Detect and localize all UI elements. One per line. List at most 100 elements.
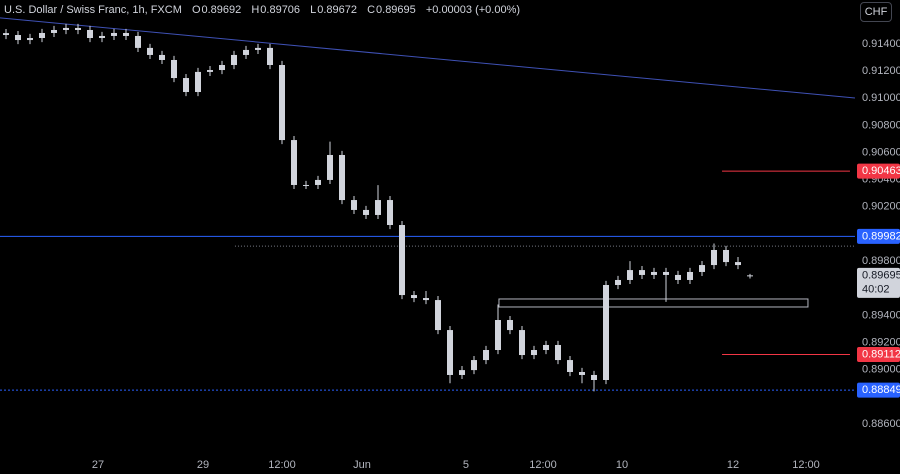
y-tick-label: 0.90600 — [862, 146, 900, 158]
candle-body — [471, 360, 477, 371]
candle-body — [255, 47, 261, 50]
candle-body — [615, 279, 621, 285]
price-badge-label: 0.89695 — [862, 269, 900, 281]
candle-body — [15, 35, 21, 41]
candle-body — [435, 300, 441, 331]
y-tick-label: 0.89200 — [862, 336, 900, 348]
x-tick-label: 12 — [727, 459, 739, 471]
candle-body — [75, 27, 81, 30]
y-tick-label: 0.89000 — [862, 364, 900, 376]
ohlc-label: H — [251, 4, 260, 16]
price-badge-label: 0.89982 — [862, 230, 900, 242]
candle-body — [639, 270, 645, 275]
candle-body — [675, 274, 681, 280]
x-tick-label: 12:00 — [529, 459, 557, 471]
candle-body — [99, 35, 105, 38]
y-tick-label: 0.88600 — [862, 418, 900, 430]
countdown: 40:02 — [862, 283, 890, 295]
candle-body — [651, 271, 657, 275]
candle-body — [63, 27, 69, 30]
ohlc-value: 0.89706 — [260, 4, 301, 16]
candle-body — [375, 200, 381, 215]
y-tick-label: 0.91000 — [862, 92, 900, 104]
price-badge-label: 0.90463 — [862, 165, 900, 177]
candle-body — [183, 78, 189, 93]
candle-body — [387, 200, 393, 226]
candle-body — [207, 70, 213, 72]
candle-body — [351, 200, 357, 210]
candle-body — [303, 184, 309, 186]
x-tick-label: 5 — [463, 459, 469, 471]
change: +0.00003 (+0.00%) — [425, 4, 521, 16]
candle-body — [51, 29, 57, 33]
candle-body — [579, 371, 585, 375]
symbol-title: U.S. Dollar / Swiss Franc, 1h, FXCM — [4, 4, 182, 16]
candle-body — [699, 265, 705, 272]
candle-body — [399, 225, 405, 296]
ohlc-value: 0.89695 — [376, 4, 416, 16]
candle-body — [603, 285, 609, 380]
y-tick-label: 0.89800 — [862, 255, 900, 267]
candle-body — [555, 344, 561, 361]
candle-body — [327, 154, 333, 180]
candle-body — [627, 270, 633, 280]
candle-body — [135, 35, 141, 48]
candle-body — [423, 298, 429, 301]
candle-body — [39, 32, 45, 38]
ohlc-value: 0.89692 — [201, 4, 242, 16]
candle-body — [663, 271, 669, 275]
candle-body — [519, 330, 525, 356]
y-tick-label: 0.91200 — [862, 65, 900, 77]
candle-body — [567, 360, 573, 372]
candle-body — [87, 29, 93, 38]
candle-body — [411, 295, 417, 299]
candle-body — [459, 370, 465, 375]
candle-body — [123, 32, 129, 36]
candle-body — [279, 65, 285, 141]
x-tick-label: 29 — [197, 459, 209, 471]
candle-body — [3, 33, 9, 36]
price-badge-label: 0.88849 — [862, 384, 900, 396]
candle-body — [711, 249, 717, 266]
x-tick-label: 12:00 — [268, 459, 296, 471]
candle-body — [159, 54, 165, 60]
candle-body — [507, 320, 513, 331]
ohlc-value: 0.89672 — [317, 4, 357, 16]
ohlc-label: C — [367, 4, 376, 16]
ohlc-label: L — [310, 4, 317, 16]
candle-body — [315, 179, 321, 185]
candle-body — [267, 47, 273, 66]
currency-button[interactable]: CHF — [860, 2, 892, 22]
x-tick-label: 10 — [616, 459, 628, 471]
candle-body — [591, 374, 597, 380]
candle-body — [291, 140, 297, 185]
candle-body — [747, 275, 753, 277]
candle-body — [735, 262, 741, 266]
candle-body — [339, 154, 345, 201]
y-tick-label: 0.89400 — [862, 309, 900, 321]
candle-body — [687, 271, 693, 280]
header: U.S. Dollar / Swiss Franc, 1h, FXCM O0.8… — [4, 4, 521, 16]
candle-body — [147, 47, 153, 55]
candle-body — [111, 32, 117, 36]
candle-body — [483, 350, 489, 361]
candle-body — [447, 330, 453, 375]
candle-body — [27, 38, 33, 41]
price-badge — [857, 228, 900, 244]
candle-body — [243, 49, 249, 55]
trendline — [0, 17, 856, 99]
y-tick-label: 0.90200 — [862, 201, 900, 213]
candle-body — [363, 209, 369, 215]
x-tick-label: 12:00 — [792, 459, 820, 471]
price-badge-label: 0.89112 — [862, 348, 900, 360]
zone — [498, 298, 809, 308]
candle-body — [195, 71, 201, 93]
candle-body — [231, 54, 237, 66]
x-tick-label: Jun — [353, 459, 371, 471]
price-badge — [857, 382, 900, 398]
candle-body — [495, 320, 501, 351]
candle-body — [723, 249, 729, 263]
candle-body — [543, 344, 549, 351]
